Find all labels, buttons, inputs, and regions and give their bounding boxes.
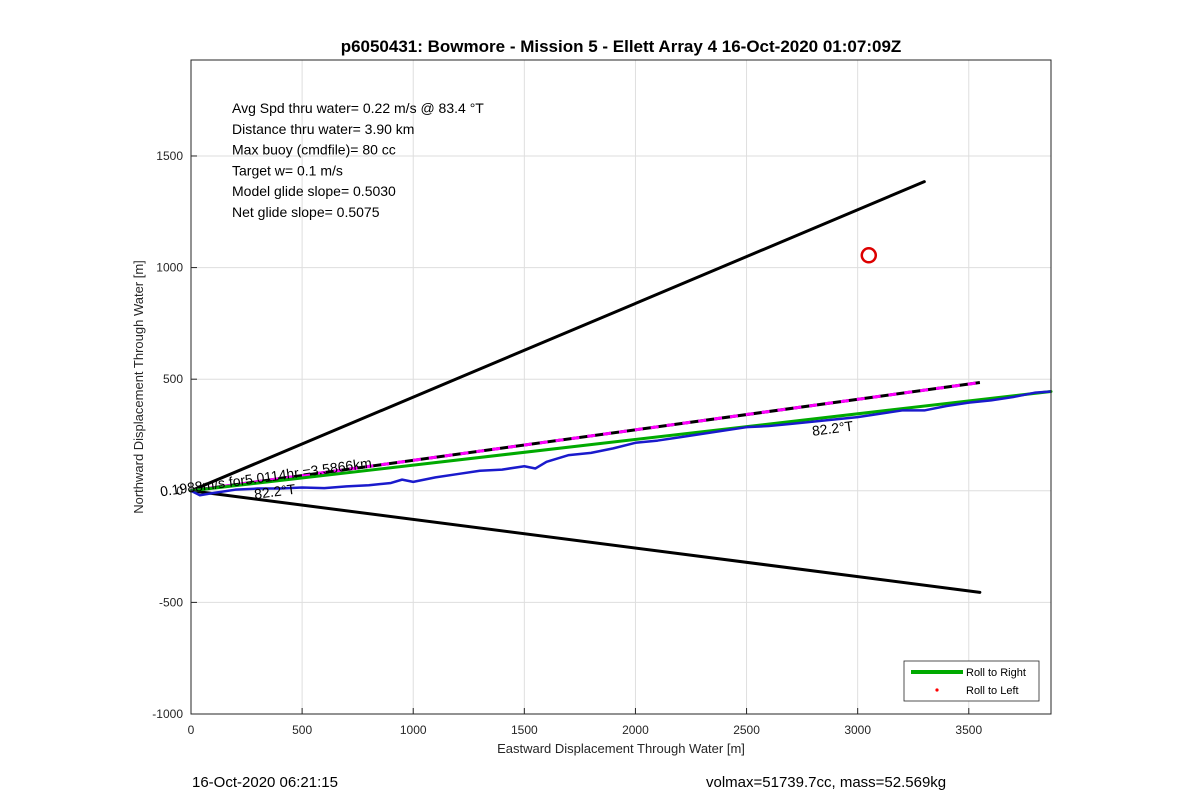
plot-background [191,60,1051,714]
series-line-0 [189,180,926,493]
series-line-3 [189,389,1053,493]
y-tick-label: -1000 [152,707,183,721]
annotation-label: 82.2°T [811,418,855,439]
legend-box [903,660,1040,702]
x-axis-ticks: 0 500 1000 1500 2000 2500 3000 3500 [188,708,982,737]
x-tick-label: 1500 [511,723,538,737]
info-line: Max buoy (cmdfile)= 80 cc [232,142,396,158]
x-tick-label: 2500 [733,723,760,737]
y-axis-label: Northward Displacement Through Water [m] [131,260,146,514]
info-line: Model glide slope= 0.5030 [232,183,396,199]
chart-title: p6050431: Bowmore - Mission 5 - Ellett A… [341,37,902,56]
series-dashed-line-2 [190,381,981,493]
legend-swatch-roll-left [935,688,939,692]
y-tick-label: 1000 [156,261,183,275]
annotation-label: 82.2°T [253,481,297,502]
x-tick-label: 500 [292,723,312,737]
legend-label-roll-left: Roll to Left [966,685,1019,697]
info-line: Distance thru water= 3.90 km [232,121,414,137]
info-line: Target w= 0.1 m/s [232,162,343,178]
x-tick-label: 0 [188,723,195,737]
footer-vol-mass: volmax=51739.7cc, mass=52.569kg [706,774,947,791]
y-tick-label: 1500 [156,149,183,163]
series-layer [189,180,1053,594]
y-tick-label: -500 [159,595,183,609]
info-line: Avg Spd thru water= 0.22 m/s @ 83.4 °T [232,100,484,116]
legend-label-roll-right: Roll to Right [966,667,1026,679]
x-tick-label: 3000 [844,723,871,737]
y-axis-ticks: -1000 -500 0 500 1000 1500 [152,149,197,721]
series-track-4 [190,390,1052,497]
series-marker-5 [860,247,878,264]
series-line-1 [189,489,982,594]
x-tick-label: 3500 [955,723,982,737]
x-tick-label: 1000 [400,723,427,737]
legend: Roll to Right Roll to Left [903,660,1040,702]
x-axis-label: Eastward Displacement Through Water [m] [497,741,745,756]
grid-lines [190,60,1051,715]
x-tick-label: 2000 [622,723,649,737]
y-tick-label: 0 [176,484,183,498]
footer-timestamp: 16-Oct-2020 06:21:15 [192,774,338,791]
info-line: Net glide slope= 0.5075 [232,204,380,220]
plot-frame [190,59,1052,715]
y-tick-label: 500 [163,372,183,386]
info-text-block: Avg Spd thru water= 0.22 m/s @ 83.4 °T Di… [232,100,484,220]
